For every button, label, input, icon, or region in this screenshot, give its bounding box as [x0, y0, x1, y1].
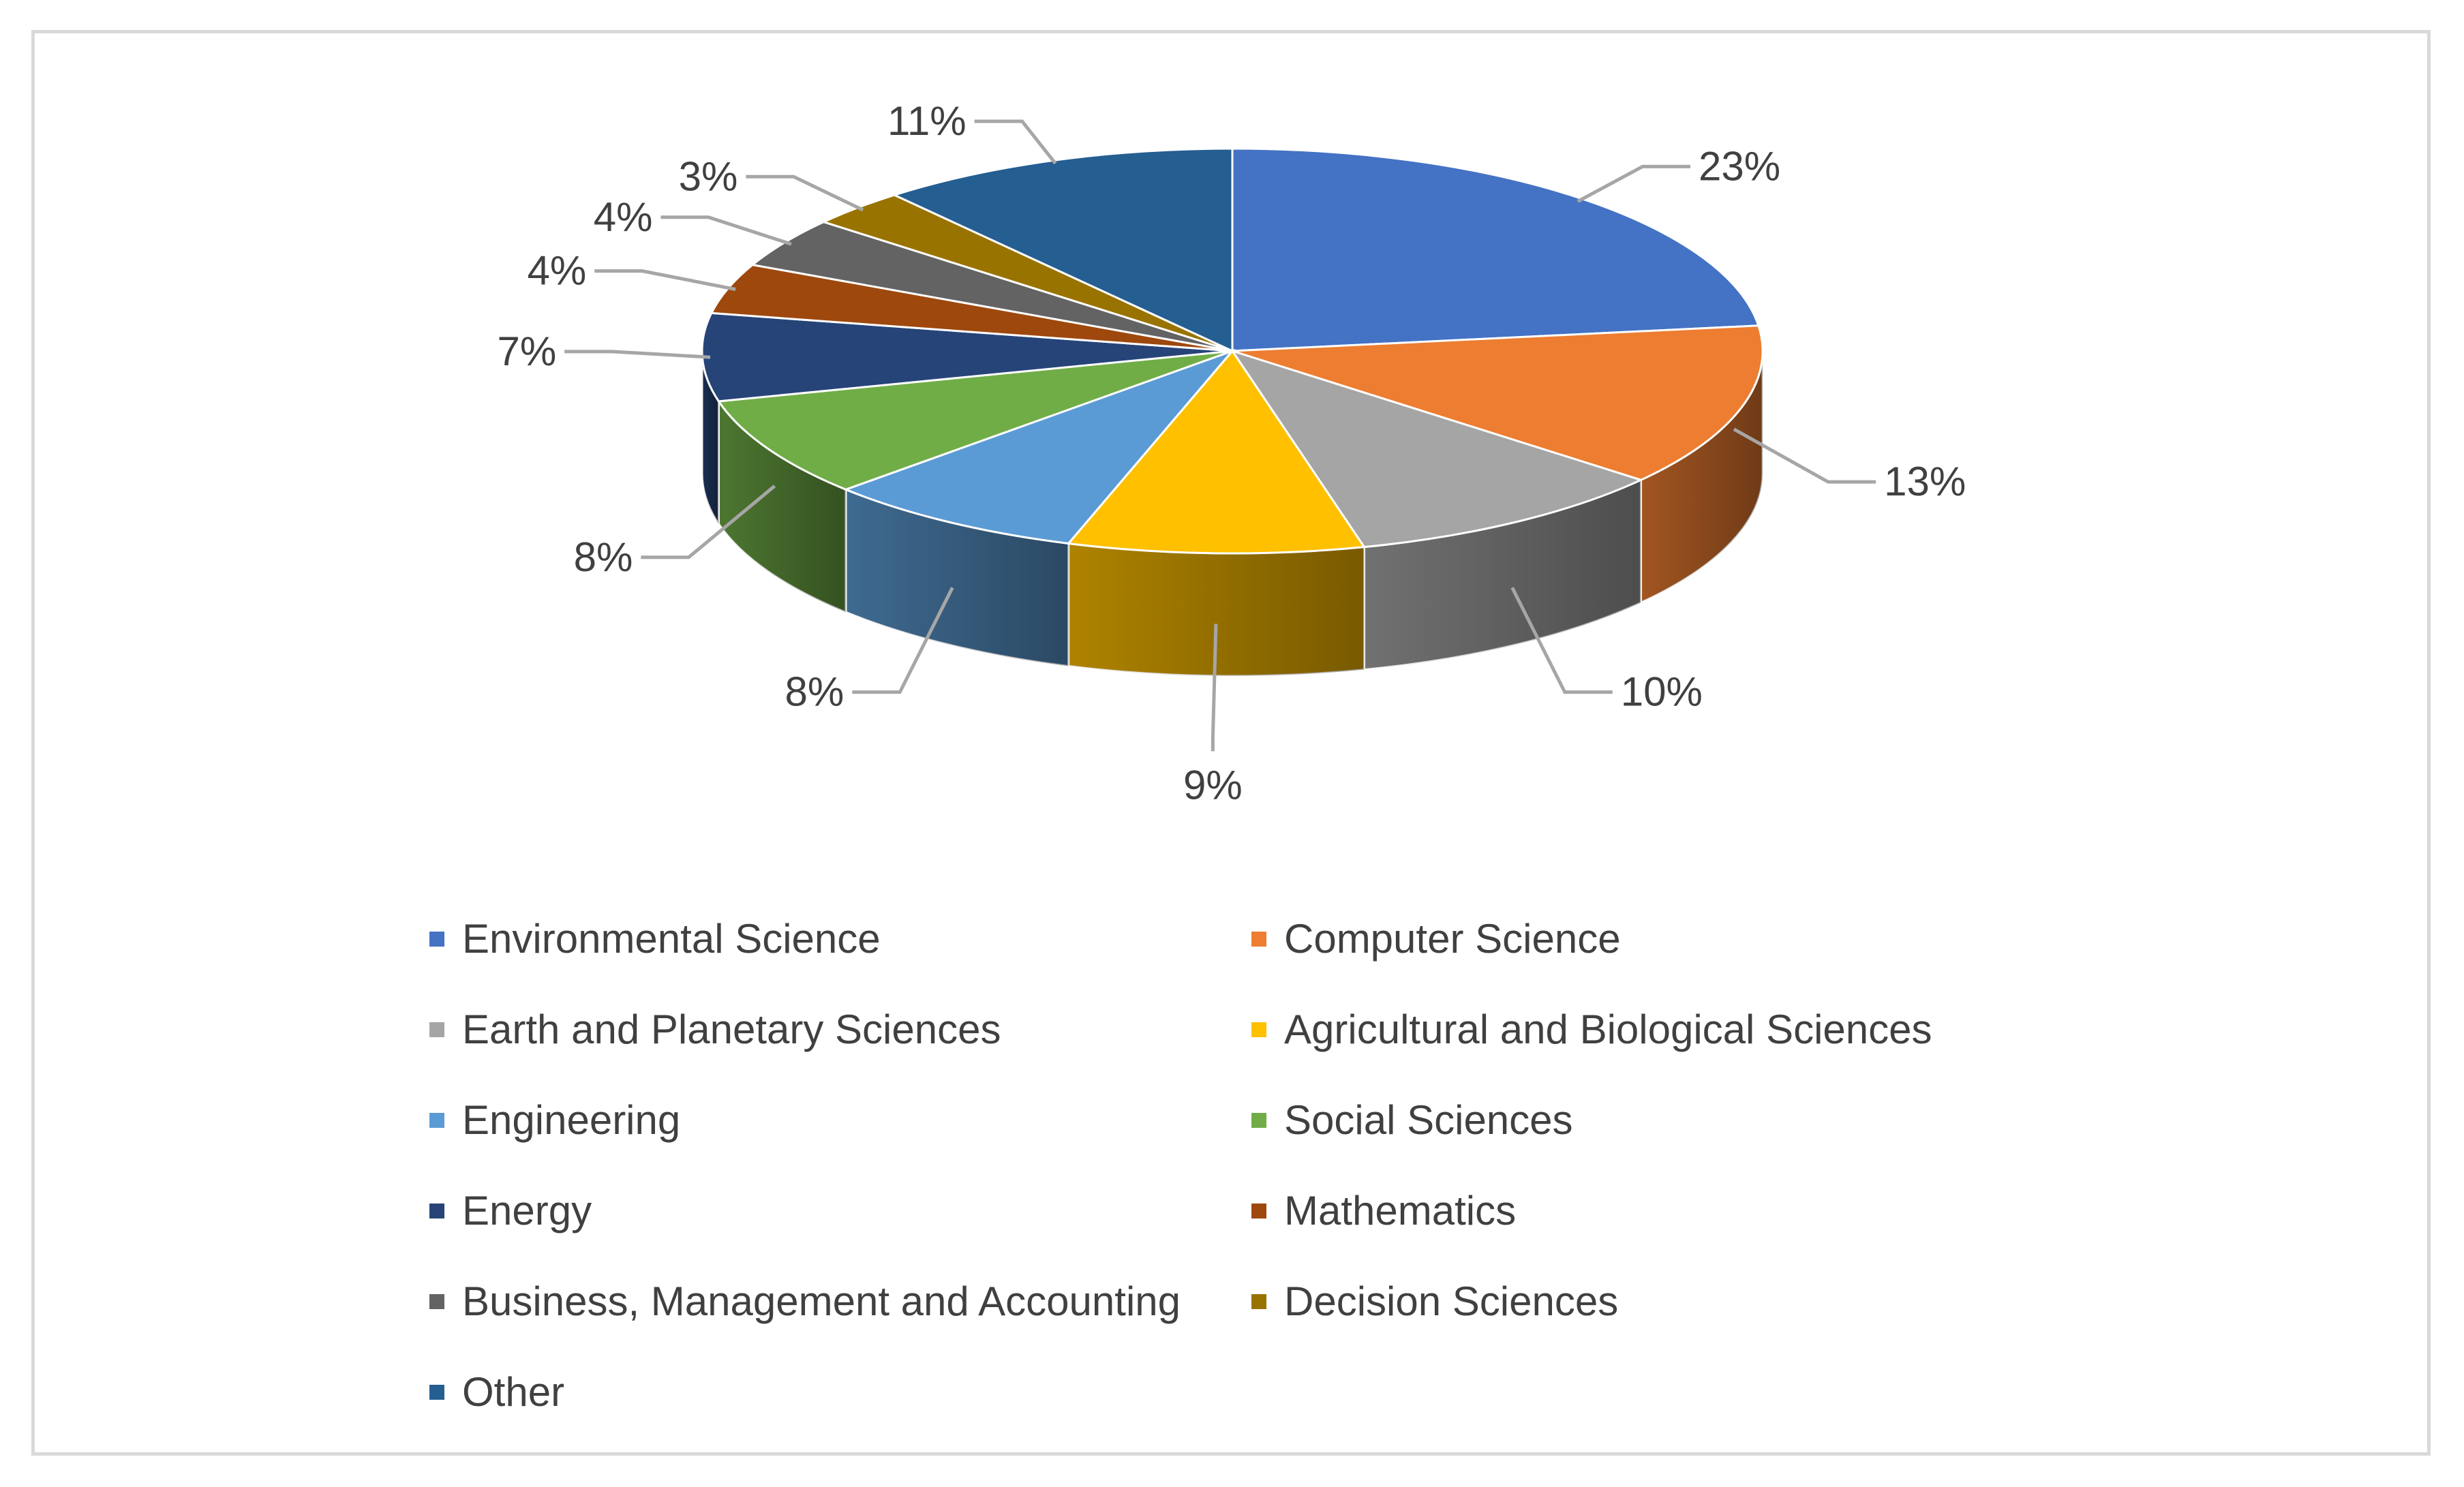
legend-item-energy[interactable]: Energy: [429, 1191, 592, 1231]
data-label-mathematics: 4%: [528, 248, 587, 294]
legend-swatch-social-sciences: [1251, 1113, 1266, 1128]
legend-swatch-earth-and-planetary-sciences: [429, 1022, 444, 1037]
data-label-energy: 7%: [497, 328, 556, 374]
pie-side-shade-social-sciences: [718, 401, 846, 613]
data-label-environmental-science: 23%: [1699, 143, 1780, 189]
legend-swatch-decision-sciences: [1251, 1294, 1266, 1309]
legend-label-mathematics: Mathematics: [1284, 1188, 1517, 1233]
legend-item-earth-and-planetary-sciences[interactable]: Earth and Planetary Sciences: [429, 1009, 1001, 1050]
legend-label-earth-and-planetary-sciences: Earth and Planetary Sciences: [462, 1007, 1001, 1052]
legend-label-environmental-science: Environmental Science: [462, 916, 881, 962]
pie-tops: [701, 147, 1764, 555]
legend-item-engineering[interactable]: Engineering: [429, 1100, 680, 1141]
legend-swatch-business-management-and-accounting: [429, 1294, 444, 1309]
leader-line-energy: [564, 350, 711, 359]
pie-slice-environmental-science[interactable]: [1231, 147, 1760, 352]
pie-side-shade-earth-and-planetary-sciences: [1364, 480, 1641, 670]
legend-item-environmental-science[interactable]: Environmental Science: [429, 919, 881, 960]
data-label-other: 11%: [887, 98, 967, 144]
legend-label-agricultural-and-biological-sciences: Agricultural and Biological Sciences: [1284, 1007, 1932, 1052]
legend-swatch-agricultural-and-biological-sciences: [1251, 1022, 1266, 1037]
pie-side-shade-engineering: [845, 489, 1069, 666]
pie-sides: [701, 350, 1764, 677]
legend-item-other[interactable]: Other: [429, 1372, 564, 1413]
legend-swatch-mathematics: [1251, 1204, 1266, 1218]
leader-line-mathematics: [594, 269, 736, 292]
data-label-social-sciences: 8%: [574, 534, 633, 580]
legend-item-mathematics[interactable]: Mathematics: [1251, 1191, 1516, 1231]
data-labels: 23% 13% 10% 9% 8% 8% 7% 4%4% 3% 11%: [497, 98, 1966, 808]
data-label-decision-sciences: 3%: [679, 153, 738, 199]
pie-slice-computer-science[interactable]: [1232, 324, 1764, 481]
legend-swatch-energy: [429, 1204, 444, 1218]
legend-item-business-management-and-accounting[interactable]: Business, Management and Accounting: [429, 1281, 1181, 1322]
legend-item-social-sciences[interactable]: Social Sciences: [1251, 1100, 1573, 1141]
legend-swatch-environmental-science: [429, 932, 444, 947]
data-label-agricultural-and-biological-sciences: 9%: [1183, 762, 1243, 808]
pie-side-shade-agricultural-and-biological-sciences: [1068, 543, 1365, 676]
leader-line-decision-sciences: [746, 174, 864, 212]
pie-slice-social-sciences[interactable]: [716, 350, 1233, 491]
legend-label-engineering: Engineering: [462, 1097, 681, 1143]
data-label-business-management-and-accounting: 4%: [594, 194, 653, 240]
legend-swatch-computer-science: [1251, 932, 1266, 947]
leader-line-environmental-science: [1577, 164, 1690, 203]
data-label-computer-science: 13%: [1884, 459, 1966, 504]
leader-line-other: [974, 119, 1057, 165]
leader-line-computer-science: [1733, 427, 1876, 484]
legend-swatch-engineering: [429, 1113, 444, 1128]
leader-line-engineering: [852, 587, 954, 694]
leader-line-earth-and-planetary-sciences: [1510, 587, 1613, 694]
legend-item-computer-science[interactable]: Computer Science: [1251, 919, 1621, 960]
legend-label-other: Other: [462, 1369, 565, 1415]
legend-item-decision-sciences[interactable]: Decision Sciences: [1251, 1281, 1618, 1322]
data-label-earth-and-planetary-sciences: 10%: [1621, 669, 1703, 715]
data-label-engineering: 8%: [785, 669, 845, 715]
pie-side-shade-energy: [702, 351, 719, 524]
pie-slice-agricultural-and-biological-sciences[interactable]: [1066, 349, 1367, 555]
legend-label-computer-science: Computer Science: [1284, 916, 1621, 962]
legend-swatch-other: [429, 1385, 444, 1400]
legend-label-social-sciences: Social Sciences: [1284, 1097, 1573, 1143]
pie-slice-earth-and-planetary-sciences[interactable]: [1230, 349, 1644, 549]
pie-side-shade-computer-science: [1641, 351, 1763, 603]
legend-label-business-management-and-accounting: Business, Management and Accounting: [462, 1278, 1181, 1324]
legend-label-energy: Energy: [462, 1188, 592, 1233]
legend-item-agricultural-and-biological-sciences[interactable]: Agricultural and Biological Sciences: [1251, 1009, 1932, 1050]
pie-slice-engineering[interactable]: [842, 348, 1236, 545]
legend-label-decision-sciences: Decision Sciences: [1284, 1278, 1619, 1324]
leader-line-social-sciences: [641, 485, 776, 559]
leader-line-business-management-and-accounting: [660, 215, 792, 246]
leader-line-agricultural-and-biological-sciences: [1211, 624, 1218, 752]
